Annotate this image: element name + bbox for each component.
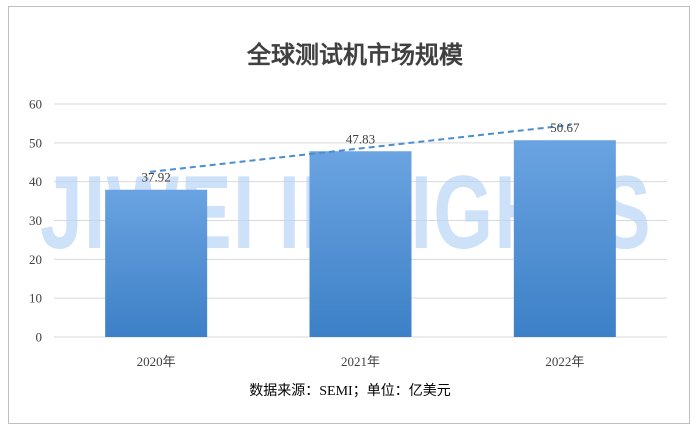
x-tick-label: 2021年 [341,354,380,369]
data-labels: 37.92 47.83 50.67 [142,120,580,185]
bar [513,140,616,337]
y-tick-label: 40 [29,174,42,189]
data-label: 37.92 [142,170,171,185]
trendline [149,123,572,173]
bar [309,151,412,337]
chart-title: 全球测试机市场规模 [246,41,464,69]
source-note: 数据来源：SEMI；单位：亿美元 [249,383,450,399]
y-tick-label: 0 [36,330,43,345]
y-tick-label: 60 [29,97,42,112]
y-tick-label: 30 [29,213,42,228]
bars [105,140,616,337]
x-axis-labels: 2020年 2021年 2022年 [137,354,585,369]
x-tick-label: 2020年 [137,354,176,369]
trendline-path [149,123,572,173]
y-axis-ticks: 0 10 20 30 40 50 60 [29,97,42,345]
y-tick-label: 50 [29,135,42,150]
y-tick-label: 20 [29,252,42,267]
data-label: 47.83 [346,131,375,146]
x-tick-label: 2022年 [545,354,584,369]
data-label: 50.67 [550,120,580,135]
y-tick-label: 10 [29,291,42,306]
bar [105,189,208,337]
